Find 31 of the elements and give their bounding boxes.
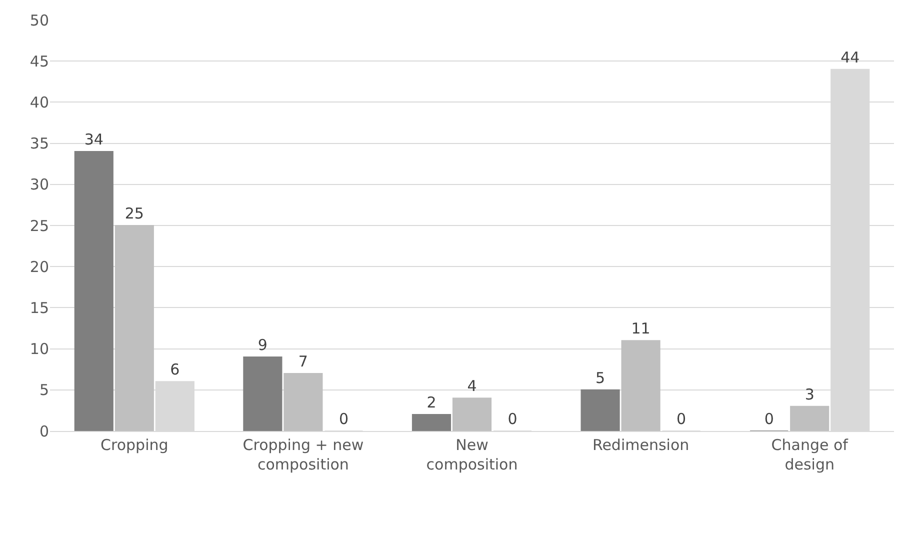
data-label: 3 — [804, 385, 814, 404]
data-label: 44 — [840, 48, 860, 66]
x-tick-label: Redimension — [592, 436, 690, 454]
data-label: 11 — [631, 320, 650, 338]
y-tick-label: 20 — [30, 258, 49, 276]
x-tick-label: Cropping — [100, 436, 168, 454]
x-tick-label: Change of design — [771, 436, 849, 474]
data-label: 34 — [84, 130, 104, 149]
y-tick-label: 35 — [30, 134, 49, 153]
x-tick-label: Cropping + new composition — [242, 436, 364, 474]
data-label: 5 — [596, 368, 606, 387]
y-tick-label: 50 — [30, 11, 49, 30]
y-tick-label: 45 — [30, 52, 49, 70]
data-label: 9 — [258, 336, 268, 354]
y-tick-label: 15 — [30, 298, 49, 317]
y-tick-label: 0 — [39, 422, 49, 440]
data-label: 0 — [338, 410, 348, 428]
y-tick-label: 30 — [30, 176, 49, 194]
data-label: 2 — [426, 394, 436, 412]
data-label: 25 — [124, 204, 144, 222]
y-tick-label: 5 — [39, 381, 49, 400]
y-tick-label: 25 — [30, 216, 49, 235]
x-tick-label: New composition — [426, 436, 518, 474]
y-tick-label: 40 — [30, 93, 49, 112]
data-label: 4 — [467, 377, 477, 396]
data-label: 0 — [508, 410, 518, 428]
data-label: 0 — [676, 410, 686, 428]
y-tick-label: 10 — [30, 340, 49, 358]
data-label: 6 — [170, 360, 180, 379]
data-label: 0 — [764, 410, 774, 428]
data-label: 7 — [298, 352, 308, 370]
